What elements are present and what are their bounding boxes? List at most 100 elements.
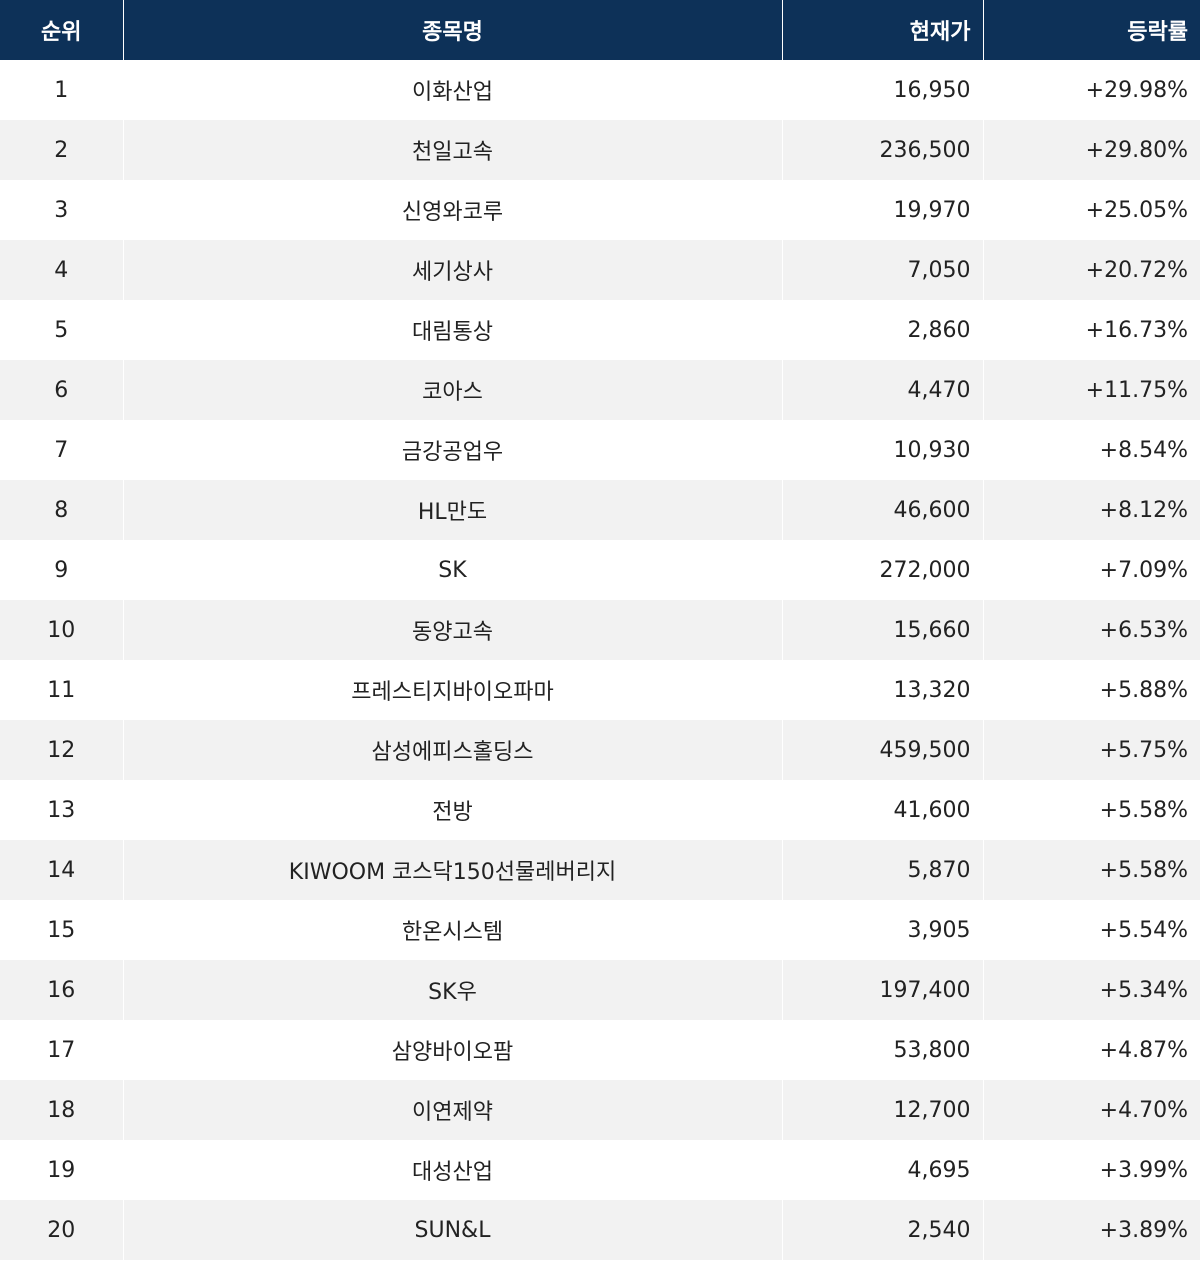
table-cell: +5.88% xyxy=(982,660,1200,720)
table-cell: 7 xyxy=(54,437,69,463)
table-row: 9 SK 272,000 +7.09% xyxy=(0,540,1200,600)
table-cell: 이연제약 xyxy=(122,1080,782,1140)
table-cell: 14 xyxy=(0,840,123,900)
table-cell: 코아스 xyxy=(122,360,782,420)
table-cell: +5.58% xyxy=(982,840,1200,900)
table-cell: 10,930 xyxy=(781,420,983,480)
table-cell: 이화산업 xyxy=(122,60,782,120)
table-cell: SK xyxy=(122,540,782,600)
table-cell: 2,860 xyxy=(781,300,983,360)
table-cell: 13 xyxy=(47,797,76,823)
table-cell: SUN&L xyxy=(122,1200,782,1260)
table-row: 12 삼성에피스홀딩스 459,500 +5.75% xyxy=(0,720,1200,780)
table-cell: +5.75% xyxy=(982,720,1200,780)
table-cell: 6 xyxy=(0,360,123,420)
table-cell: 세기상사 xyxy=(122,240,782,300)
table-cell: 16 xyxy=(0,960,123,1020)
table-row: 7 금강공업우 10,930 +8.54% xyxy=(0,420,1200,480)
table-cell: 15 xyxy=(47,917,76,943)
table-row: 18 이연제약 12,700 +4.70% xyxy=(0,1080,1200,1140)
table-row: 1 이화산업 16,950 +29.98% xyxy=(0,60,1200,120)
table-cell: 4 xyxy=(0,240,123,300)
table-cell: HL만도 xyxy=(122,480,782,540)
table-cell: 12,700 xyxy=(781,1080,983,1140)
table-row: 3 신영와코루 19,970 +25.05% xyxy=(0,180,1200,240)
table-cell: 전방 xyxy=(122,780,782,840)
table-row: 2 천일고속 236,500 +29.80% xyxy=(0,120,1200,180)
table-cell: SK우 xyxy=(122,960,782,1020)
table-cell: +5.54% xyxy=(982,900,1200,960)
table-cell: 4,695 xyxy=(781,1140,983,1200)
table-cell: 13,320 xyxy=(781,660,983,720)
table-cell: 20 xyxy=(0,1200,123,1260)
table-row: 17 삼양바이오팜 53,800 +4.87% xyxy=(0,1020,1200,1080)
table-cell: 5 xyxy=(54,317,69,343)
table-row: 13 전방 41,600 +5.58% xyxy=(0,780,1200,840)
column-header: 순위 xyxy=(0,0,123,60)
table-cell: +3.99% xyxy=(982,1140,1200,1200)
table-cell: +4.87% xyxy=(982,1020,1200,1080)
table-row: 11 프레스티지바이오파마 13,320 +5.88% xyxy=(0,660,1200,720)
header-row: 순위 종목명 현재가 등락률 xyxy=(0,0,1200,60)
table-row: 15 한온시스템 3,905 +5.54% xyxy=(0,900,1200,960)
table-cell: +5.34% xyxy=(982,960,1200,1020)
table-row: 5 대림통상 2,860 +16.73% xyxy=(0,300,1200,360)
table-cell: 236,500 xyxy=(781,120,983,180)
column-header: 종목명 xyxy=(122,0,782,60)
table-cell: 272,000 xyxy=(781,540,983,600)
table-cell: 4,470 xyxy=(781,360,983,420)
table-cell: +4.70% xyxy=(982,1080,1200,1140)
table-cell: 신영와코루 xyxy=(122,180,782,240)
column-header: 등락률 xyxy=(982,0,1200,60)
column-header: 현재가 xyxy=(781,0,983,60)
table-cell: 41,600 xyxy=(781,780,983,840)
table-row: 19 대성산업 4,695 +3.99% xyxy=(0,1140,1200,1200)
table-cell: 7,050 xyxy=(781,240,983,300)
table-cell: 천일고속 xyxy=(122,120,782,180)
table-cell: 18 xyxy=(0,1080,123,1140)
table-row: 6 코아스 4,470 +11.75% xyxy=(0,360,1200,420)
table-cell: 2,540 xyxy=(781,1200,983,1260)
table-cell: +11.75% xyxy=(982,360,1200,420)
table-cell: +8.12% xyxy=(982,480,1200,540)
table-cell: 3,905 xyxy=(781,900,983,960)
table-cell: +7.09% xyxy=(982,540,1200,600)
table-cell: 15,660 xyxy=(781,600,983,660)
table-body: 1 이화산업 16,950 +29.98% 2 천일고속 236,500 +29.80% 3 신영… xyxy=(0,60,1200,1260)
table-cell: 46,600 xyxy=(781,480,983,540)
table-cell: 53,800 xyxy=(781,1020,983,1080)
table-cell: 1 xyxy=(54,77,69,103)
table-cell: +6.53% xyxy=(982,600,1200,660)
table-cell: 16,950 xyxy=(781,60,983,120)
table-cell: +16.73% xyxy=(982,300,1200,360)
table-cell: +3.89% xyxy=(982,1200,1200,1260)
table-cell: 한온시스템 xyxy=(122,900,782,960)
table-cell: 459,500 xyxy=(781,720,983,780)
table-cell: 10 xyxy=(0,600,123,660)
table-cell: 5,870 xyxy=(781,840,983,900)
table-cell: KIWOOM 코스닥150선물레버리지 xyxy=(122,840,782,900)
table-cell: 금강공업우 xyxy=(122,420,782,480)
table-row: 8 HL만도 46,600 +8.12% xyxy=(0,480,1200,540)
table-cell: 삼양바이오팜 xyxy=(122,1020,782,1080)
table-row: 10 동양고속 15,660 +6.53% xyxy=(0,600,1200,660)
table-cell: +25.05% xyxy=(982,180,1200,240)
table-cell: 19 xyxy=(47,1157,76,1183)
table-cell: 2 xyxy=(0,120,123,180)
table-cell: +8.54% xyxy=(982,420,1200,480)
table-cell: 17 xyxy=(47,1037,76,1063)
table-row: 20 SUN&L 2,540 +3.89% xyxy=(0,1200,1200,1260)
table-cell: +20.72% xyxy=(982,240,1200,300)
table-cell: 삼성에피스홀딩스 xyxy=(122,720,782,780)
table-cell: 대성산업 xyxy=(122,1140,782,1200)
table-cell: 프레스티지바이오파마 xyxy=(122,660,782,720)
table-cell: 8 xyxy=(0,480,123,540)
table-row: 14 KIWOOM 코스닥150선물레버리지 5,870 +5.58% xyxy=(0,840,1200,900)
table-cell: 11 xyxy=(47,677,76,703)
table-cell: +29.98% xyxy=(982,60,1200,120)
table-cell: 12 xyxy=(0,720,123,780)
table-cell: 19,970 xyxy=(781,180,983,240)
table-cell: 동양고속 xyxy=(122,600,782,660)
